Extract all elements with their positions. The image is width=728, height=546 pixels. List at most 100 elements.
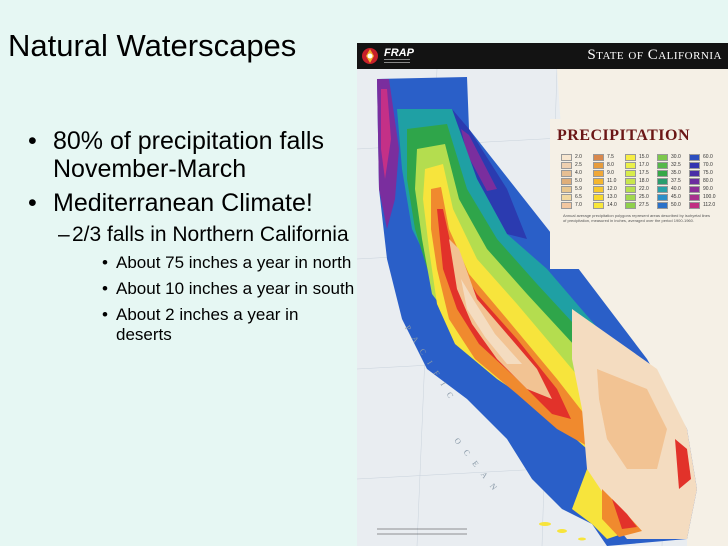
legend-value: 12.0: [607, 186, 617, 192]
legend-value: 32.5: [671, 162, 681, 168]
legend-title: PRECIPITATION: [557, 127, 691, 144]
legend-swatch: [625, 193, 636, 201]
legend-entry: 13.0: [593, 193, 625, 201]
legend-value: 8.0: [607, 162, 614, 168]
legend-entry: 18.0: [625, 177, 657, 185]
legend-value: 60.0: [703, 154, 713, 160]
scale-bar: [377, 528, 467, 535]
legend-value: 30.0: [671, 154, 681, 160]
legend-swatch: [625, 169, 636, 177]
legend-value: 50.0: [671, 202, 681, 208]
legend-swatch: [593, 201, 604, 209]
legend-value: 75.0: [703, 170, 713, 176]
frap-logo-text: FRAP: [384, 47, 414, 59]
legend-swatch: [689, 161, 700, 169]
legend-swatch: [625, 201, 636, 209]
legend-value: 2.0: [575, 154, 582, 160]
legend-swatch: [689, 169, 700, 177]
legend-swatch: [593, 177, 604, 185]
legend-entry: 80.0: [689, 177, 721, 185]
legend-swatch: [593, 193, 604, 201]
legend-entry: 7.0: [561, 201, 593, 209]
legend-value: 45.0: [671, 194, 681, 200]
legend-entry: 2.0: [561, 153, 593, 161]
legend-entry: 12.0: [593, 185, 625, 193]
frap-shield-icon: [362, 48, 378, 64]
bullet-precipitation: 80% of precipitation falls November-Marc…: [22, 127, 357, 183]
map-state-title: State of California: [587, 47, 722, 63]
legend-swatch: [657, 161, 668, 169]
legend-swatch: [689, 201, 700, 209]
legend-entry: 40.0: [657, 185, 689, 193]
legend-value: 15.0: [639, 154, 649, 160]
legend-entry: 30.0: [657, 153, 689, 161]
legend-value: 17.5: [639, 170, 649, 176]
legend-entry: 45.0: [657, 193, 689, 201]
legend-swatch: [625, 153, 636, 161]
legend-entry: 11.0: [593, 177, 625, 185]
legend-value: 40.0: [671, 186, 681, 192]
legend-value: 4.0: [575, 170, 582, 176]
legend-value: 22.0: [639, 186, 649, 192]
legend-value: 7.5: [607, 154, 614, 160]
slide-title: Natural Waterscapes: [8, 28, 297, 63]
legend-swatch: [689, 185, 700, 193]
legend-entry: 112.0: [689, 201, 721, 209]
legend-grid: 2.0 7.5 15.0 30.0 60.0 2.5 8.0 17.0 32.5 70.0 4.0 9…: [561, 153, 723, 209]
legend-value: 9.0: [607, 170, 614, 176]
legend-swatch: [561, 161, 572, 169]
legend-entry: 37.5: [657, 177, 689, 185]
legend-value: 13.0: [607, 194, 617, 200]
legend-entry: 6.5: [561, 193, 593, 201]
legend-swatch: [561, 201, 572, 209]
legend-swatch: [689, 177, 700, 185]
legend-swatch: [625, 161, 636, 169]
legend-swatch: [625, 177, 636, 185]
legend-entry: 9.0: [593, 169, 625, 177]
frap-logo-underline: [384, 59, 410, 63]
legend-entry: 17.5: [625, 169, 657, 177]
legend-note: Annual average precipitation polygons re…: [563, 213, 710, 223]
legend-value: 80.0: [703, 178, 713, 184]
legend-swatch: [657, 201, 668, 209]
legend-swatch: [593, 169, 604, 177]
bullet-list: 80% of precipitation falls November-Marc…: [22, 127, 357, 345]
legend-entry: 4.0: [561, 169, 593, 177]
legend-value: 5.9: [575, 186, 582, 192]
legend-swatch: [561, 193, 572, 201]
precipitation-map: FRAP State of California: [357, 43, 728, 546]
legend-swatch: [561, 185, 572, 193]
legend-entry: 17.0: [625, 161, 657, 169]
legend-entry: 35.0: [657, 169, 689, 177]
legend-value: 5.0: [575, 178, 582, 184]
california-map-graphic: [357, 69, 728, 546]
legend-swatch: [657, 177, 668, 185]
legend-swatch: [593, 161, 604, 169]
legend-entry: 50.0: [657, 201, 689, 209]
legend-swatch: [561, 153, 572, 161]
legend-entry: 27.5: [625, 201, 657, 209]
sub-sub-bullet-north: About 75 inches a year in north: [22, 253, 357, 273]
legend-swatch: [657, 185, 668, 193]
legend-entry: 2.5: [561, 161, 593, 169]
legend-value: 37.5: [671, 178, 681, 184]
legend-value: 14.0: [607, 202, 617, 208]
legend-swatch: [657, 193, 668, 201]
legend-entry: 90.0: [689, 185, 721, 193]
legend-swatch: [561, 177, 572, 185]
legend-swatch: [657, 153, 668, 161]
frap-logo: FRAP: [361, 46, 414, 66]
sub-sub-bullet-deserts: About 2 inches a year in deserts: [22, 305, 357, 345]
sub-sub-bullet-south: About 10 inches a year in south: [22, 279, 357, 299]
legend-value: 90.0: [703, 186, 713, 192]
legend-entry: 8.0: [593, 161, 625, 169]
legend-value: 25.0: [639, 194, 649, 200]
legend-value: 7.0: [575, 202, 582, 208]
legend-value: 35.0: [671, 170, 681, 176]
legend-entry: 25.0: [625, 193, 657, 201]
map-header: FRAP State of California: [357, 43, 728, 69]
sub-bullet-northern: 2/3 falls in Northern California: [22, 223, 357, 247]
legend-entry: 70.0: [689, 161, 721, 169]
bullet-climate: Mediterranean Climate!: [22, 189, 357, 217]
legend-entry: 75.0: [689, 169, 721, 177]
